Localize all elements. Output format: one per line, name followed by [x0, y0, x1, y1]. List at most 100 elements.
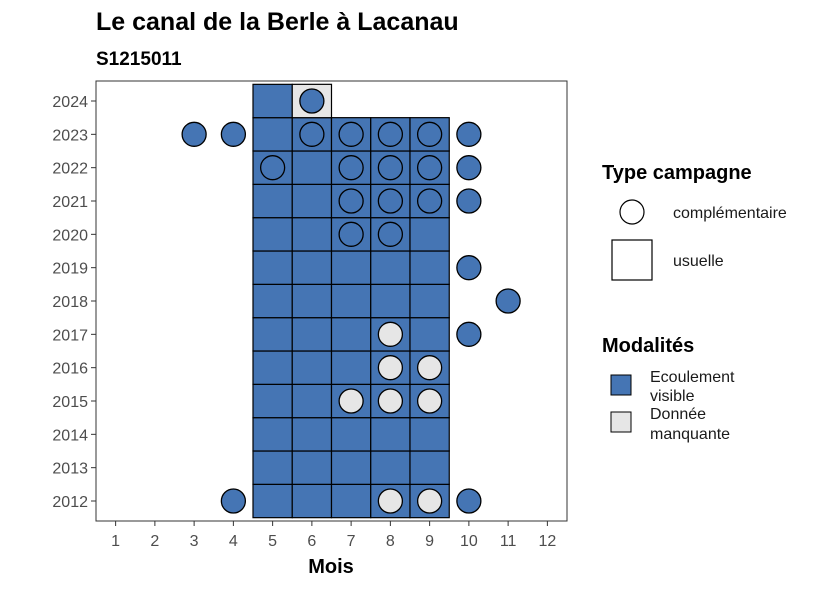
legend-manquante-key [610, 411, 632, 433]
tiles-layer [252, 83, 450, 519]
legend-ecoulement-key [610, 374, 632, 396]
legend-type-campagne: Type campagne complémentaire usuelle [602, 162, 787, 281]
tile-2014-6 [291, 417, 333, 452]
legend-manquante-label-2: manquante [650, 426, 730, 443]
point-2022-7 [338, 155, 364, 181]
y-tick-label-2019: 2019 [52, 261, 88, 278]
x-tick-label-3: 3 [190, 533, 199, 550]
point-2016-8 [377, 355, 404, 381]
y-tick-label-2014: 2014 [52, 427, 88, 444]
point-2022-5 [259, 155, 286, 181]
x-tick-label-8: 8 [386, 533, 395, 550]
tile-2015-6 [291, 383, 333, 419]
tile-2013-6 [291, 450, 333, 485]
tile-2017-5 [252, 317, 293, 352]
tile-2020-9 [409, 217, 450, 252]
legend-usuelle-label: usuelle [673, 253, 724, 270]
point-2012-9 [416, 488, 443, 514]
tile-2013-8 [370, 450, 411, 485]
tile-2016-7 [330, 350, 372, 385]
tile-2021-5 [252, 183, 293, 219]
legend-ecoulement-label-2: visible [650, 388, 695, 405]
tile-2014-5 [252, 417, 293, 452]
tile-2014-7 [330, 417, 372, 452]
x-tick-label-12: 12 [538, 533, 556, 550]
y-tick-label-2023: 2023 [52, 127, 88, 144]
tile-2022-6 [291, 150, 333, 185]
point-2022-10 [456, 155, 482, 181]
x-tick-label-2: 2 [150, 533, 159, 550]
tile-2017-7 [330, 317, 372, 352]
point-2021-7 [338, 188, 364, 214]
point-2022-8 [377, 155, 404, 181]
y-tick-label-2020: 2020 [52, 227, 88, 244]
tile-2018-5 [252, 283, 293, 319]
x-axis-title: Mois [308, 556, 354, 578]
tile-2018-7 [330, 283, 372, 319]
tile-2023-5 [252, 117, 293, 152]
tile-2016-6 [291, 350, 333, 385]
tile-2014-8 [370, 417, 411, 452]
point-2023-3 [181, 121, 207, 147]
point-2012-10 [456, 488, 482, 514]
point-2015-8 [377, 388, 404, 414]
point-2023-10 [456, 121, 482, 147]
legend-manquante-label-1: Donnée [650, 406, 706, 423]
tile-2017-9 [409, 317, 450, 352]
tile-2016-5 [252, 350, 293, 385]
points-layer [181, 88, 521, 514]
x-tick-label-10: 10 [460, 533, 478, 550]
chart-title: Le canal de la Berle à Lacanau [96, 8, 459, 36]
x-tick-label-1: 1 [111, 533, 120, 550]
tile-2013-9 [409, 450, 450, 485]
tile-2018-6 [291, 283, 333, 319]
x-tick-label-7: 7 [347, 533, 356, 550]
y-tick-label-2018: 2018 [52, 294, 88, 311]
point-2012-8 [377, 488, 404, 514]
tile-2013-7 [330, 450, 372, 485]
point-2021-8 [377, 188, 404, 214]
axes-layer: 1 2 3 4 5 6 7 8 9 10 11 122012201320142015201620172… [52, 80, 568, 550]
y-tick-label-2021: 2021 [52, 194, 88, 211]
y-tick-label-2012: 2012 [52, 494, 88, 511]
tile-2020-5 [252, 217, 293, 252]
point-2016-9 [416, 355, 443, 381]
y-tick-label-2016: 2016 [52, 361, 88, 378]
legend-square-key [611, 239, 653, 281]
y-tick-label-2013: 2013 [52, 461, 88, 478]
point-2015-7 [338, 388, 364, 414]
tile-2019-5 [252, 250, 293, 285]
point-2019-10 [456, 255, 482, 281]
tile-2019-8 [370, 250, 411, 285]
tile-2019-7 [330, 250, 372, 285]
tile-2018-9 [409, 283, 450, 319]
legend-complementaire-label: complémentaire [673, 205, 787, 222]
tile-2014-9 [409, 417, 450, 452]
point-2021-9 [416, 188, 443, 214]
point-2023-9 [416, 121, 443, 147]
tile-2012-6 [291, 483, 333, 519]
tile-2024-5 [252, 83, 293, 119]
chart-subtitle: S1215011 [96, 49, 182, 70]
x-tick-label-9: 9 [425, 533, 434, 550]
x-tick-label-5: 5 [268, 533, 277, 550]
point-2024-6 [299, 88, 325, 114]
legend-circle-key [619, 199, 645, 225]
tile-2012-5 [252, 483, 293, 519]
point-2023-6 [299, 121, 325, 147]
point-2017-8 [377, 321, 404, 347]
tile-2019-6 [291, 250, 333, 285]
y-tick-label-2022: 2022 [52, 161, 88, 178]
y-tick-label-2024: 2024 [52, 94, 88, 111]
tile-2021-6 [291, 183, 333, 219]
point-2015-9 [416, 388, 443, 414]
legend-ecoulement-label-1: Ecoulement [650, 369, 735, 386]
tile-2017-6 [291, 317, 333, 352]
x-tick-label-4: 4 [229, 533, 238, 550]
y-tick-label-2017: 2017 [52, 327, 88, 344]
x-tick-label-6: 6 [307, 533, 316, 550]
point-2021-10 [456, 188, 482, 214]
tile-2020-6 [291, 217, 333, 252]
point-2023-8 [377, 121, 404, 147]
